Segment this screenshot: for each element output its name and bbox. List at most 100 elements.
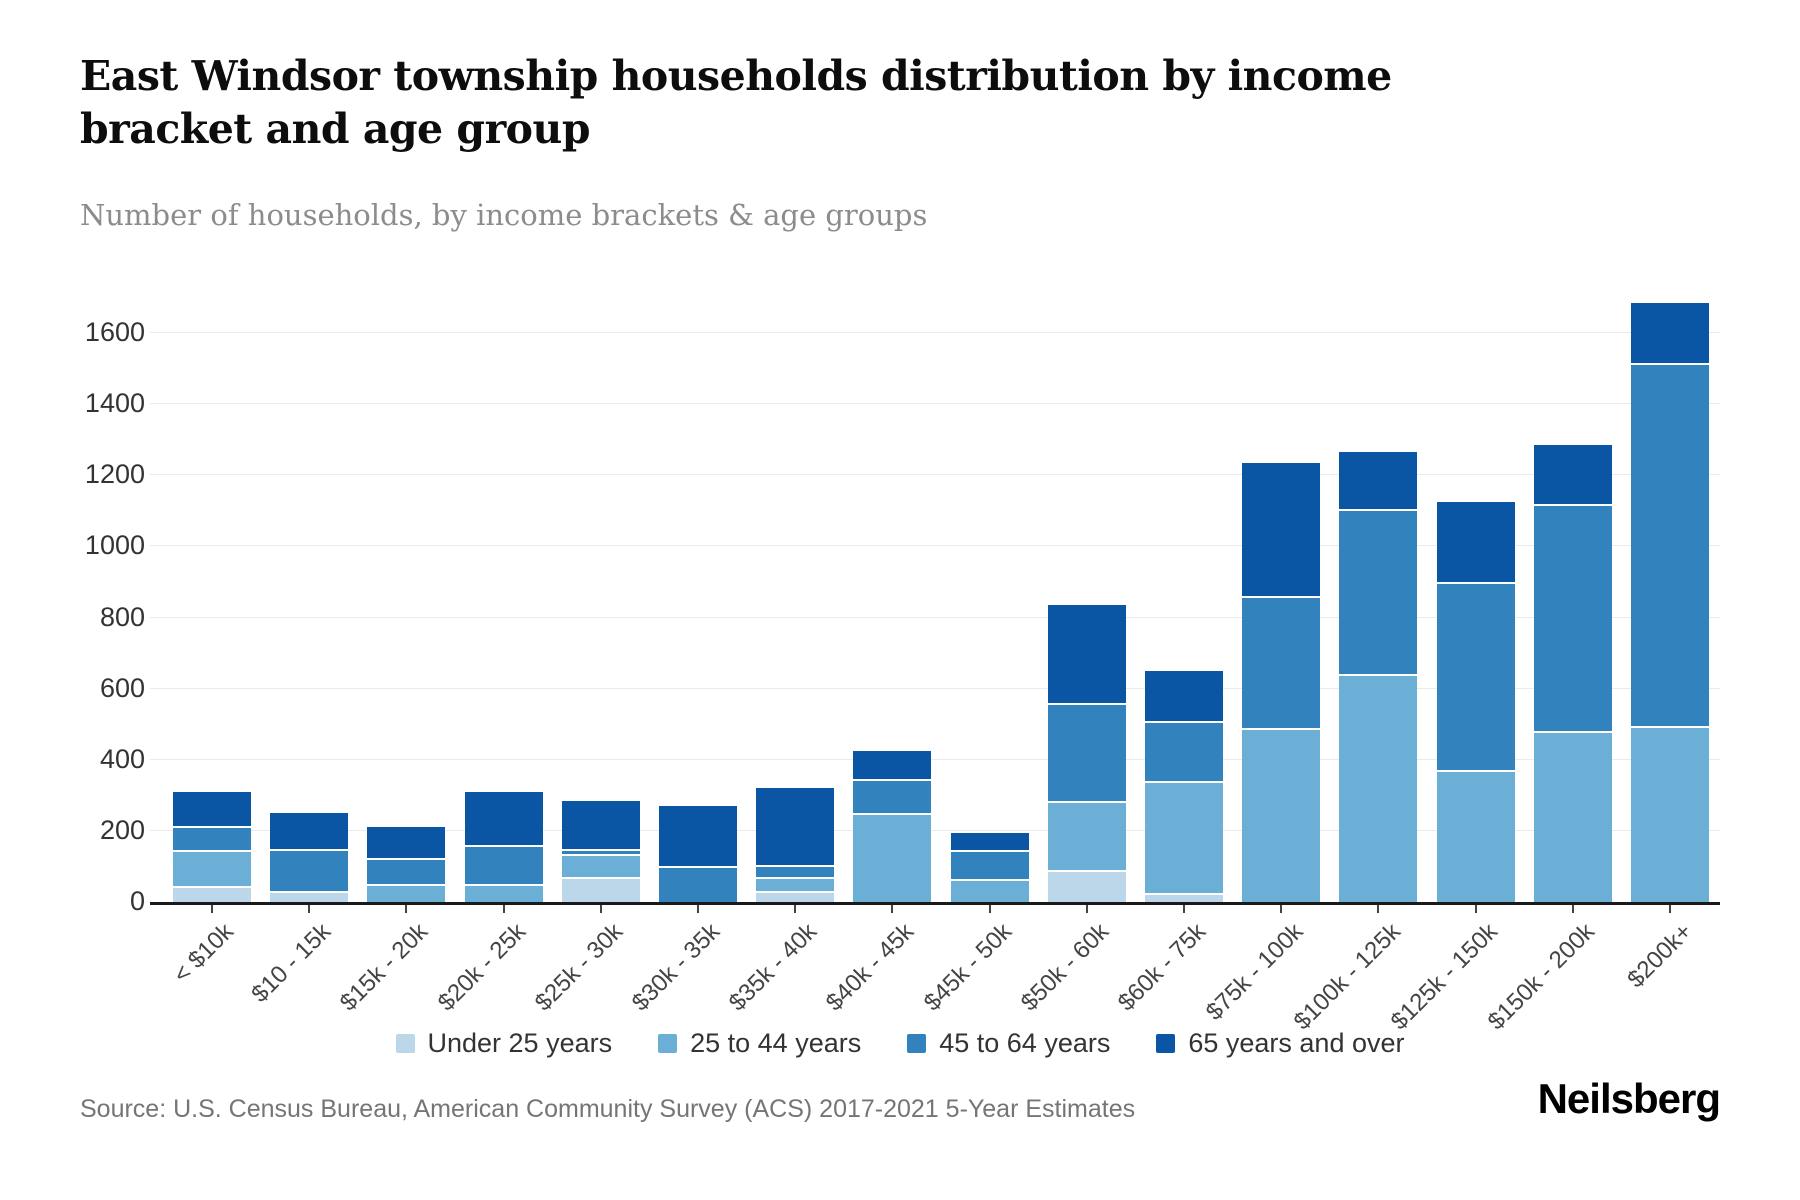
bar-segment-45-to-64-years[interactable]	[1242, 596, 1321, 728]
gridline-1400	[150, 403, 1720, 405]
bar-segment-25-to-44-years[interactable]	[1047, 800, 1126, 870]
bar-segment-45-to-64-years[interactable]	[1145, 720, 1223, 782]
bar-segment-65-years-and-over[interactable]	[561, 800, 640, 849]
bar-segment-65-years-and-over[interactable]	[270, 813, 349, 849]
brand-logo: Neilsberg	[1537, 1075, 1721, 1122]
bar-segment-65-years-and-over[interactable]	[1339, 452, 1418, 510]
x-axis-tick	[1085, 905, 1088, 913]
x-axis-tick	[1571, 905, 1574, 913]
y-axis-tick-label: 600	[99, 672, 145, 703]
x-axis-tick	[1474, 905, 1477, 913]
x-axis-tick	[1183, 905, 1185, 913]
legend-swatch-under-25-years	[395, 1034, 415, 1053]
bar-segment-25-to-44-years[interactable]	[1631, 725, 1709, 902]
bar-10-15k[interactable]	[270, 813, 349, 902]
bar-segment-25-to-44-years[interactable]	[1242, 727, 1321, 902]
bar-segment-45-to-64-years[interactable]	[1631, 363, 1709, 726]
bar-segment-65-years-and-over[interactable]	[173, 791, 251, 826]
bar-segment-65-years-and-over[interactable]	[1242, 462, 1321, 597]
bar-segment-65-years-and-over[interactable]	[367, 827, 446, 858]
legend-item-65-years-and-over[interactable]: 65 years and over	[1156, 1028, 1405, 1059]
bar-segment-25-to-44-years[interactable]	[464, 884, 543, 902]
bar-50k-60k[interactable]	[1047, 605, 1126, 902]
legend-swatch-45-to-64-years	[907, 1034, 927, 1053]
bar-segment-45-to-64-years[interactable]	[464, 845, 543, 885]
bar-30k-35k[interactable]	[659, 805, 737, 902]
bar-segment-under-25-years[interactable]	[561, 877, 640, 902]
legend-label: 45 to 64 years	[939, 1028, 1111, 1058]
bar-segment-65-years-and-over[interactable]	[1533, 445, 1612, 504]
legend-item-25-to-44-years[interactable]: 25 to 44 years	[658, 1028, 861, 1059]
bar-segment-45-to-64-years[interactable]	[561, 848, 640, 854]
legend-label: 65 years and over	[1188, 1028, 1405, 1058]
bar-segment-65-years-and-over[interactable]	[1631, 302, 1709, 364]
bar-segment-65-years-and-over[interactable]	[950, 832, 1029, 851]
y-axis-tick-label: 1600	[84, 317, 145, 347]
bar-segment-45-to-64-years[interactable]	[853, 779, 932, 814]
bar-45k-50k[interactable]	[950, 832, 1029, 902]
bar-segment-65-years-and-over[interactable]	[659, 805, 737, 867]
bar-segment-under-25-years[interactable]	[756, 891, 835, 902]
bar-75k-100k[interactable]	[1242, 462, 1321, 902]
bar-segment-25-to-44-years[interactable]	[173, 850, 251, 886]
bar-100k-125k[interactable]	[1339, 452, 1418, 902]
bar-segment-under-25-years[interactable]	[270, 891, 349, 902]
x-axis-tick	[794, 905, 797, 913]
bar-segment-25-to-44-years[interactable]	[1436, 770, 1515, 902]
bar-segment-25-to-44-years[interactable]	[1339, 674, 1418, 902]
bar-segment-45-to-64-years[interactable]	[756, 864, 835, 878]
bar-segment-45-to-64-years[interactable]	[659, 866, 737, 902]
bar-segment-under-25-years[interactable]	[1047, 870, 1126, 902]
bar-15k-20k[interactable]	[367, 827, 446, 902]
page-subtitle: Number of households, by income brackets…	[80, 198, 928, 232]
bar-segment-25-to-44-years[interactable]	[1145, 781, 1223, 894]
bar-200k[interactable]	[1631, 302, 1709, 902]
x-axis-tick	[405, 905, 408, 913]
bar-segment-25-to-44-years[interactable]	[367, 884, 446, 902]
x-axis-tick	[308, 905, 311, 913]
y-axis-tick-label: 1400	[84, 388, 145, 419]
bar-35k-40k[interactable]	[756, 788, 835, 902]
bar-segment-25-to-44-years[interactable]	[756, 877, 835, 892]
bar-segment-65-years-and-over[interactable]	[1145, 670, 1223, 721]
x-axis-label-10k: < $10k	[168, 918, 240, 989]
bar-segment-45-to-64-years[interactable]	[270, 848, 349, 892]
bar-125k-150k[interactable]	[1436, 501, 1515, 902]
x-axis-tick	[697, 905, 699, 913]
bar-segment-45-to-64-years[interactable]	[367, 857, 446, 885]
bar-segment-65-years-and-over[interactable]	[1047, 605, 1126, 703]
bar-segment-45-to-64-years[interactable]	[1047, 702, 1126, 801]
bar-60k-75k[interactable]	[1145, 670, 1223, 902]
plot-area: < $10k $10 - 15k $15k - 20k $20k - 25k $25k …	[150, 270, 1720, 1035]
gridline-1600	[150, 332, 1720, 333]
y-axis-tick-label: 400	[99, 743, 145, 774]
bar-segment-65-years-and-over[interactable]	[464, 791, 543, 846]
legend-item-45-to-64-years[interactable]: 45 to 64 years	[907, 1028, 1110, 1059]
legend-item-under-25-years[interactable]: Under 25 years	[395, 1028, 612, 1059]
bar-segment-25-to-44-years[interactable]	[561, 854, 640, 878]
x-axis-label-60k-75k: $60k - 75k	[1112, 918, 1212, 1017]
bar-25k-30k[interactable]	[561, 800, 640, 902]
bar-segment-under-25-years[interactable]	[1145, 893, 1223, 902]
bar-segment-45-to-64-years[interactable]	[950, 850, 1029, 879]
bar-segment-45-to-64-years[interactable]	[1339, 509, 1418, 675]
bar-segment-25-to-44-years[interactable]	[1533, 731, 1612, 902]
bar-segment-45-to-64-years[interactable]	[173, 825, 251, 851]
x-axis-label-15k-20k: $15k - 20k	[335, 918, 434, 1017]
x-axis-label-30k-35k: $30k - 35k	[626, 918, 726, 1017]
bar-segment-65-years-and-over[interactable]	[1436, 501, 1515, 582]
gridline-800	[150, 616, 1720, 618]
bar-40k-45k[interactable]	[853, 750, 932, 902]
bar-segment-under-25-years[interactable]	[173, 886, 251, 902]
x-axis-tick	[988, 905, 991, 913]
bar-10k[interactable]	[173, 791, 251, 902]
bar-segment-25-to-44-years[interactable]	[853, 813, 932, 902]
bar-segment-25-to-44-years[interactable]	[950, 878, 1029, 902]
bar-segment-45-to-64-years[interactable]	[1436, 581, 1515, 771]
bar-segment-65-years-and-over[interactable]	[756, 788, 835, 865]
bar-segment-45-to-64-years[interactable]	[1533, 503, 1612, 732]
bar-segment-65-years-and-over[interactable]	[853, 750, 932, 780]
bar-150k-200k[interactable]	[1533, 445, 1612, 902]
bar-20k-25k[interactable]	[464, 791, 543, 902]
